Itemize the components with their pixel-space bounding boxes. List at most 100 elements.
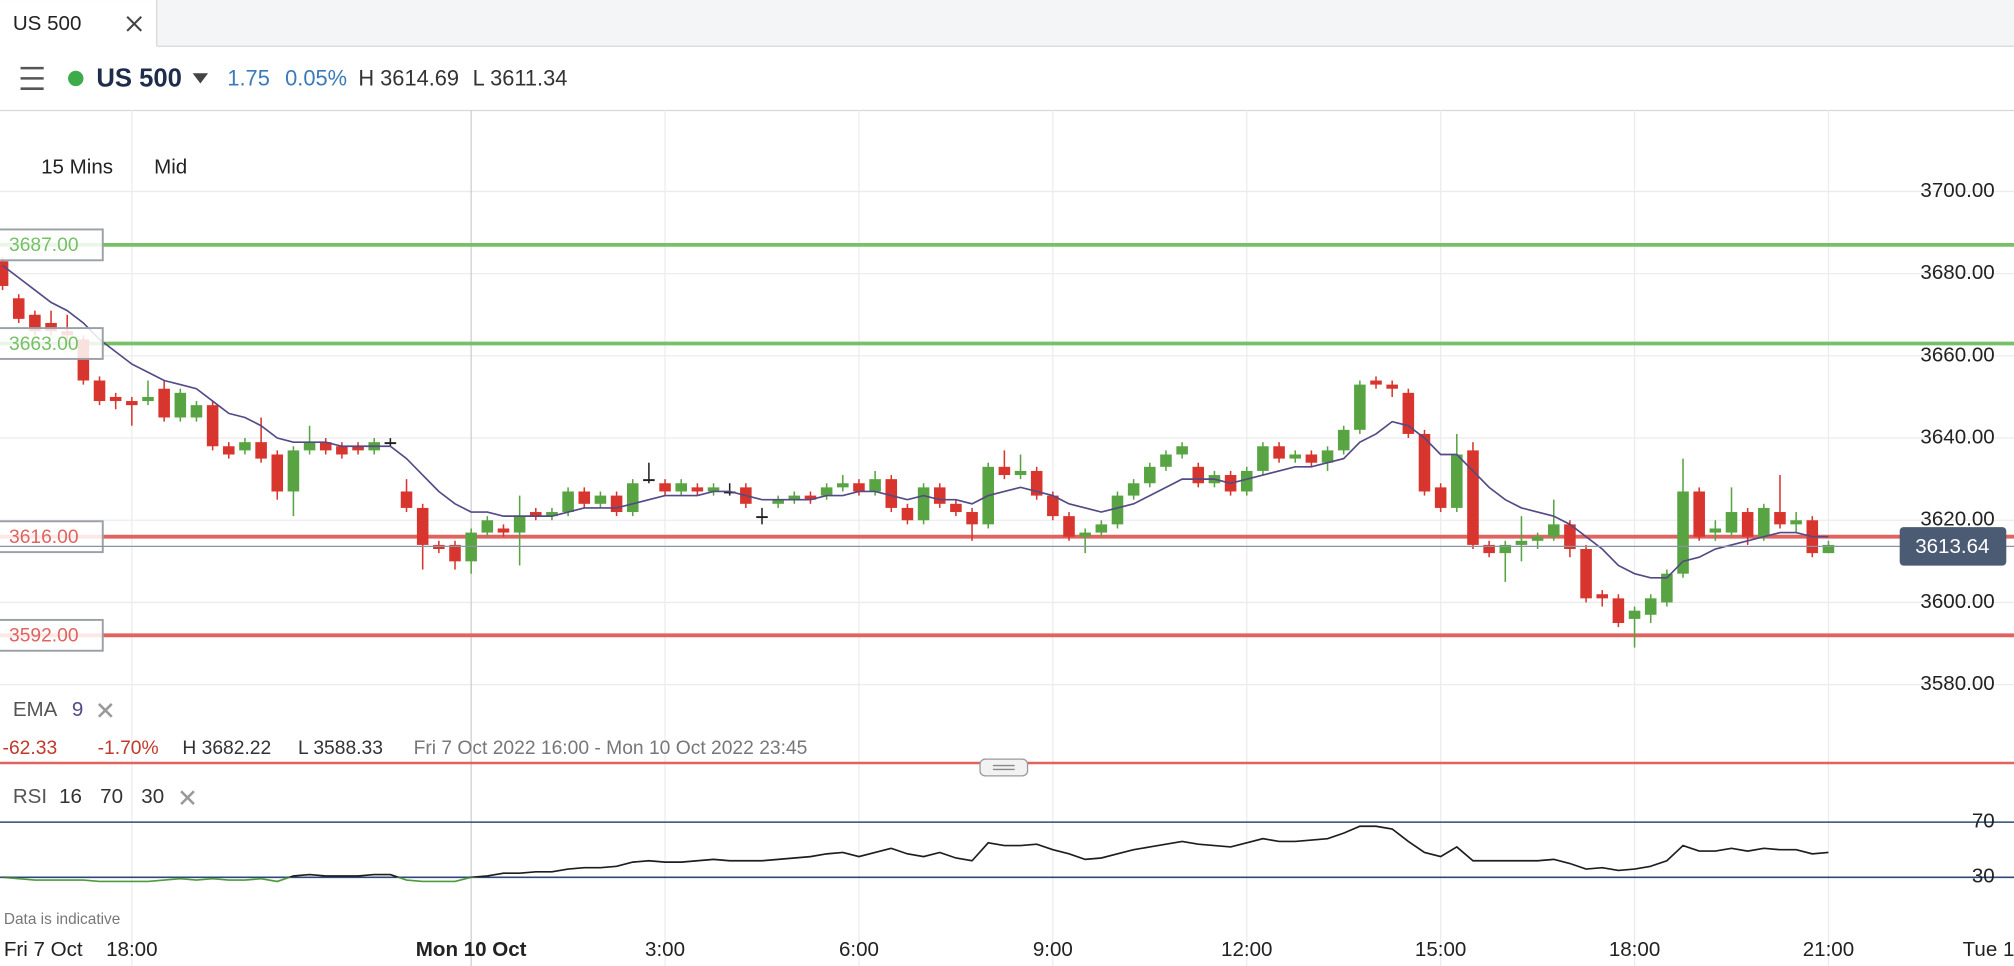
candle-body <box>126 401 138 406</box>
rsi-upper[interactable]: 70 <box>100 785 123 808</box>
candle-body <box>966 512 978 525</box>
rsi-remove[interactable] <box>180 790 195 806</box>
y-tick-label: 3660.00 <box>1920 343 1994 366</box>
price-change: 1.75 <box>227 65 269 90</box>
candle-body <box>1418 433 1431 492</box>
candle-body <box>1095 524 1108 533</box>
rsi-lower[interactable]: 30 <box>141 785 164 808</box>
candle-body <box>1499 544 1512 554</box>
rsi-period[interactable]: 16 <box>59 785 82 808</box>
tab-close[interactable] <box>126 16 143 32</box>
x-tick-label: 21:00 <box>1803 938 1854 961</box>
candle-body <box>1774 512 1786 525</box>
x-tick-label: Tue 1 <box>1963 938 2014 961</box>
price-type-selector[interactable]: Mid <box>154 156 187 179</box>
candle-body <box>998 466 1011 476</box>
candle-body <box>513 516 526 533</box>
rsi-line-oversold <box>2 877 481 883</box>
market-open-dot <box>68 70 84 87</box>
candle-body <box>1321 450 1334 463</box>
candle-body <box>174 392 187 418</box>
candle-body <box>142 396 154 402</box>
candle-body <box>206 405 219 447</box>
ema-period[interactable]: 9 <box>72 698 83 721</box>
candle-body <box>578 491 591 504</box>
candle-body <box>336 446 348 455</box>
candle-body <box>303 442 316 451</box>
candle-body <box>1257 446 1269 471</box>
candle-body <box>1434 487 1447 508</box>
candle-body <box>1370 380 1382 385</box>
candle-body <box>950 503 962 513</box>
rsi-label[interactable]: RSI <box>13 785 47 808</box>
candle-body <box>1725 512 1738 533</box>
candle-body <box>400 491 413 508</box>
tab-bar <box>0 0 2014 47</box>
candle-body <box>1386 384 1398 389</box>
data-note: Data is indicative <box>4 911 120 928</box>
candle-body <box>1127 483 1140 496</box>
candle-body <box>1515 540 1528 545</box>
candle-body <box>1337 429 1350 451</box>
y-tick-label: 3640.00 <box>1920 425 1994 448</box>
y-tick-label: 3620.00 <box>1920 508 1994 531</box>
last-price-box <box>1899 527 2007 566</box>
pane-resize-handle[interactable] <box>979 758 1029 777</box>
candle-body <box>901 507 914 521</box>
menu-button[interactable] <box>20 66 44 90</box>
candle-body <box>271 454 284 492</box>
rsi-line <box>2 825 1829 878</box>
x-tick-label: 6:00 <box>839 938 879 961</box>
candle-body <box>1047 495 1059 517</box>
candle-body <box>255 442 267 459</box>
candle-body <box>756 516 768 519</box>
candle-body <box>933 487 946 504</box>
candle-body <box>1030 470 1043 496</box>
candle-body <box>837 483 849 488</box>
candle-body <box>449 544 461 562</box>
rsi-tick-label: 30 <box>1972 865 1995 888</box>
candle-body <box>1240 470 1253 492</box>
candle-body <box>1612 598 1625 624</box>
tab-title[interactable]: US 500 <box>13 12 82 35</box>
ema-line <box>2 264 1829 579</box>
candle-body <box>1709 528 1722 533</box>
level-label-box <box>0 228 104 262</box>
rsi-tick-label: 70 <box>1972 810 1995 833</box>
session-high: H 3614.69 <box>358 65 459 90</box>
x-tick-label: Mon 10 Oct <box>416 938 527 961</box>
candle-body <box>723 491 736 494</box>
interval-selector[interactable]: 15 Mins <box>41 156 113 179</box>
candle-body <box>1822 544 1835 554</box>
candle-body <box>0 261 9 286</box>
candle-body <box>562 491 574 513</box>
instrument-dropdown[interactable] <box>192 73 209 84</box>
candle-body <box>1644 598 1657 615</box>
candle-body <box>1111 495 1124 525</box>
level-label: 3663.00 <box>9 334 79 355</box>
candle-body <box>1144 466 1156 484</box>
ema-label[interactable]: EMA <box>13 698 58 721</box>
candle-body <box>1273 446 1285 459</box>
candle-body <box>772 499 784 504</box>
active-tab[interactable] <box>0 0 157 48</box>
candle-body <box>239 442 251 451</box>
candle-body <box>497 528 510 533</box>
candle-body <box>1467 450 1479 545</box>
instrument-name[interactable]: US 500 <box>96 64 182 92</box>
candle-body <box>1661 573 1673 603</box>
candle-body <box>707 487 720 492</box>
candle-body <box>1547 524 1560 537</box>
candle-body <box>1079 532 1091 537</box>
level-label: 3616.00 <box>9 527 79 548</box>
level-label: 3687.00 <box>9 235 79 256</box>
candle-body <box>788 495 801 500</box>
candle-body <box>1790 520 1802 525</box>
candle-body <box>1063 516 1075 537</box>
ema-remove[interactable] <box>97 703 113 718</box>
candle-body <box>885 479 898 508</box>
y-tick-label: 3700.00 <box>1920 179 1994 202</box>
candle-body <box>917 487 930 521</box>
candle-body <box>853 483 865 492</box>
x-tick-label: 9:00 <box>1033 938 1073 961</box>
